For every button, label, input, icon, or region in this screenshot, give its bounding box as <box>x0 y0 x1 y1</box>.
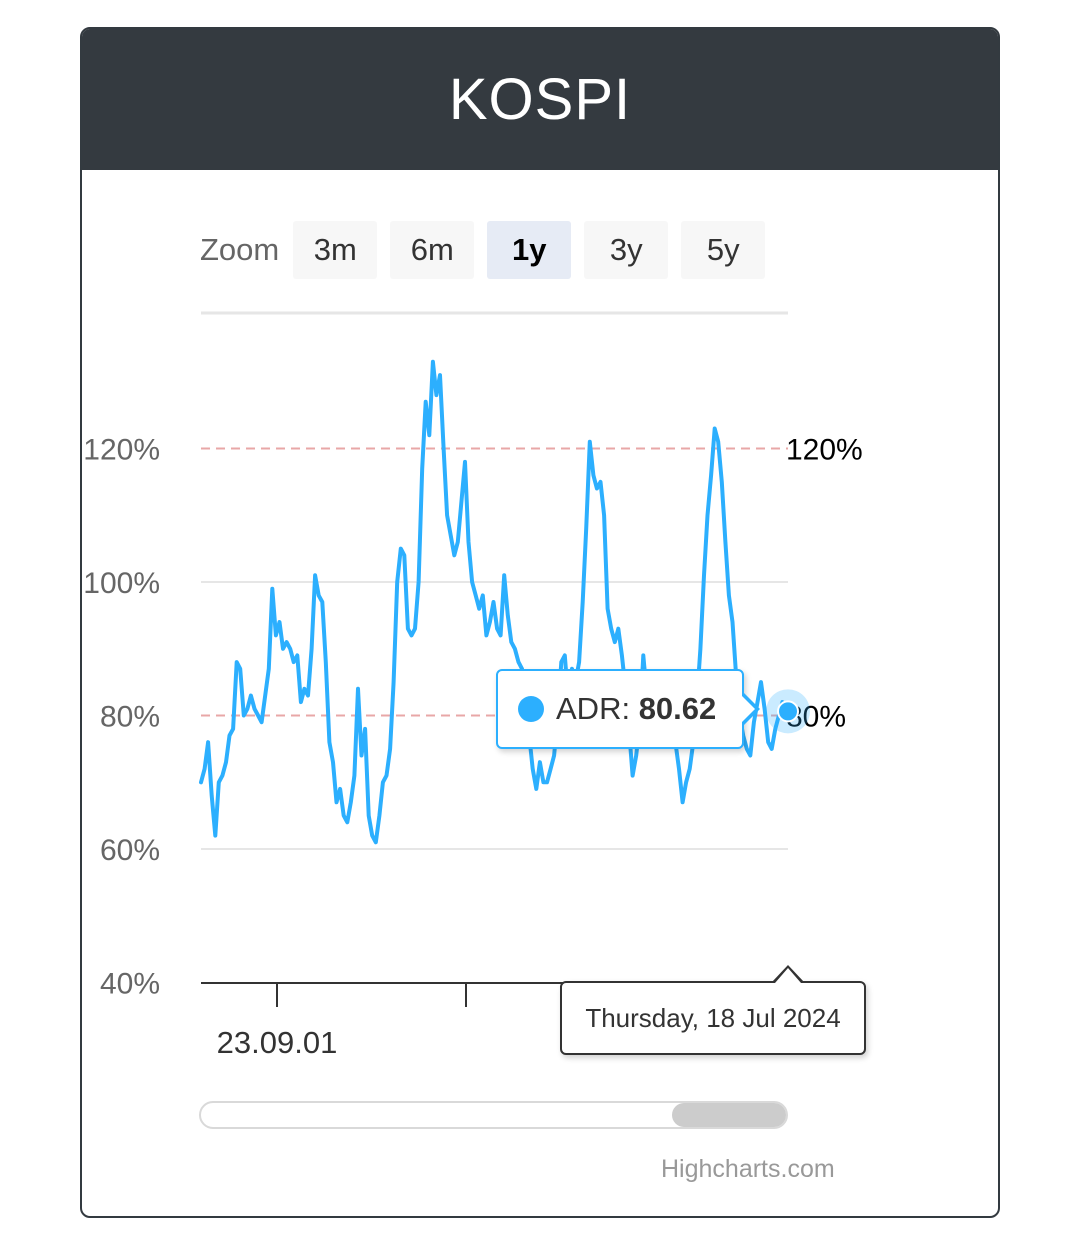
tooltip-arrow-inner <box>740 694 755 724</box>
x-axis: 23.09.01 <box>201 982 788 1060</box>
y-tick-label-80: 80% <box>100 701 160 734</box>
tooltip-value: 80.62 <box>638 691 717 726</box>
date-tooltip-arrow-inner <box>775 968 801 983</box>
zoom-3m-button[interactable]: 3m <box>293 221 378 279</box>
chart-svg[interactable]: 120%80% 40% 60% 80% 100% 120% 23.09.01 <box>0 0 1000 1226</box>
zoom-3y-button[interactable]: 3y <box>584 221 669 279</box>
y-axis-labels: 40% 60% 80% 100% 120% <box>83 434 160 1001</box>
chart-area: Zoom 3m 6m 1y 3y 5y 120% 80% 40% 60% 80% 100… <box>0 0 1000 1226</box>
y-tick-label-120: 120% <box>83 434 160 467</box>
date-tooltip: Thursday, 18 Jul 2024 <box>560 981 866 1055</box>
y-tick-label-60: 60% <box>100 834 160 867</box>
plot-line-label-120: 120% <box>786 434 863 467</box>
credits-link[interactable]: Highcharts.com <box>661 1155 835 1183</box>
y-tick-label-40: 40% <box>100 968 160 1001</box>
range-scrollbar[interactable] <box>199 1101 788 1129</box>
series-layer[interactable] <box>199 359 810 845</box>
zoom-selector: Zoom 3m 6m 1y 3y 5y <box>200 221 778 279</box>
x-tick-label-0: 23.09.01 <box>217 1025 338 1060</box>
y-tick-label-100: 100% <box>83 567 160 600</box>
scrollbar-thumb[interactable] <box>672 1103 786 1127</box>
hover-point[interactable] <box>777 700 799 723</box>
zoom-1y-button[interactable]: 1y <box>487 221 572 279</box>
tooltip-series-dot-icon <box>518 696 544 722</box>
zoom-label: Zoom <box>200 232 280 267</box>
grid-lines <box>201 311 788 850</box>
date-tooltip-text: Thursday, 18 Jul 2024 <box>585 1002 841 1033</box>
zoom-5y-button[interactable]: 5y <box>681 221 766 279</box>
card-header: KOSPI <box>82 29 998 170</box>
zoom-6m-button[interactable]: 6m <box>390 221 475 279</box>
tooltip-text: ADR: 80.62 <box>556 691 717 726</box>
series-line-adr[interactable] <box>199 359 788 845</box>
page-title: KOSPI <box>448 67 632 132</box>
tooltip-series-name: ADR <box>556 691 622 726</box>
plot-lines: 120%80% <box>201 434 863 734</box>
series-tooltip: ADR: 80.62 <box>496 669 744 749</box>
